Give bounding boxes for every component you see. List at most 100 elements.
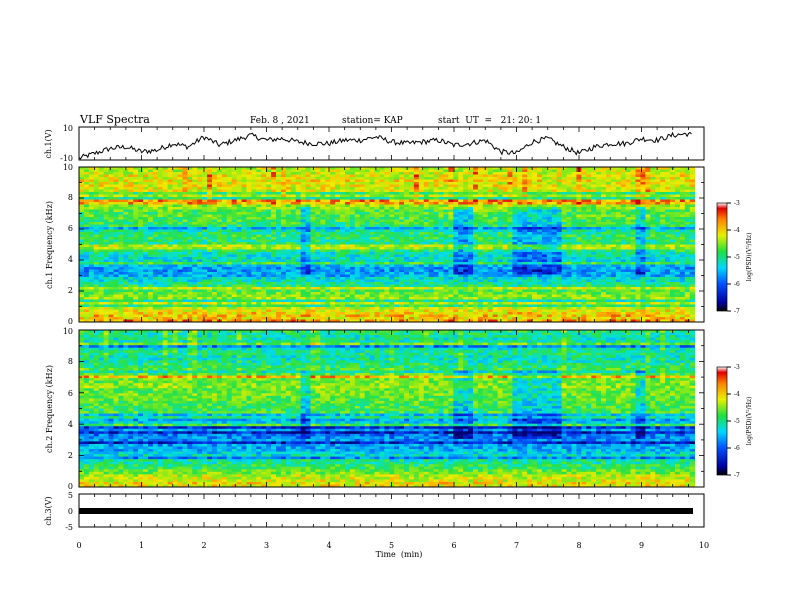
spectrogram-cell	[217, 282, 222, 285]
spectrogram-cell	[360, 180, 365, 183]
spectrogram-cell	[84, 175, 89, 178]
spectrogram-cell	[286, 300, 291, 303]
spectrogram-cell	[271, 287, 276, 290]
spectrogram-cell	[192, 257, 197, 260]
spectrogram-cell	[207, 225, 212, 228]
spectrogram-cell	[109, 205, 114, 208]
spectrogram-cell	[291, 292, 296, 295]
spectrogram-cell	[399, 260, 404, 263]
spectrogram-cell	[414, 230, 419, 233]
spectrogram-cell	[350, 310, 355, 313]
spectrogram-cell	[192, 192, 197, 195]
spectrogram-cell	[182, 177, 187, 180]
spectrogram-cell	[301, 187, 306, 190]
spectrogram-cell	[419, 287, 424, 290]
spectrogram-cell	[404, 255, 409, 258]
spectrogram-cell	[133, 200, 138, 203]
spectrogram-cell	[296, 210, 301, 213]
spectrogram-cell	[458, 277, 463, 280]
spectrogram-cell	[306, 270, 311, 273]
spectrogram-cell	[414, 307, 419, 310]
spectrogram-cell	[320, 227, 325, 230]
spectrogram-cell	[143, 290, 148, 293]
spectrogram-cell	[227, 225, 232, 228]
spectrogram-cell	[242, 315, 247, 318]
spectrogram-cell	[104, 182, 109, 185]
spectrogram-cell	[237, 312, 242, 315]
spectrogram-cell	[202, 312, 207, 315]
spectrogram-cell	[365, 272, 370, 275]
spectrogram-cell	[212, 187, 217, 190]
spectrogram-cell	[463, 222, 468, 225]
spectrogram-cell	[118, 192, 123, 195]
spectrogram-cell	[99, 252, 104, 255]
spectrogram-cell	[414, 275, 419, 278]
spectrogram-cell	[178, 197, 183, 200]
spectrogram-cell	[123, 182, 128, 185]
spectrogram-cell	[99, 292, 104, 295]
spectrogram-cell	[261, 182, 266, 185]
spectrogram-cell	[409, 255, 414, 258]
spectrogram-cell	[261, 240, 266, 243]
spectrogram-cell	[133, 225, 138, 228]
spectrogram-cell	[414, 300, 419, 303]
spectrogram-cell	[345, 177, 350, 180]
spectrogram-cell	[123, 240, 128, 243]
spectrogram-cell	[310, 305, 315, 308]
spectrogram-cell	[153, 207, 158, 210]
spectrogram-cell	[370, 317, 375, 320]
spectrogram-cell	[463, 262, 468, 265]
spectrogram-cell	[128, 262, 133, 265]
spectrogram-cell	[301, 280, 306, 283]
spectrogram-cell	[384, 287, 389, 290]
spectrogram-cell	[123, 210, 128, 213]
spectrogram-cell	[128, 217, 133, 220]
spectrogram-cell	[84, 212, 89, 215]
spectrogram-cell	[133, 182, 138, 185]
spectrogram-cell	[158, 180, 163, 183]
spectrogram-cell	[109, 242, 114, 245]
spectrogram-cell	[89, 302, 94, 305]
spectrogram-cell	[271, 247, 276, 250]
spectrogram-cell	[340, 315, 345, 318]
spectrogram-cell	[94, 257, 99, 260]
spectrogram-cell	[271, 232, 276, 235]
spectrogram-cell	[315, 277, 320, 280]
spectrogram-cell	[242, 190, 247, 193]
spectrogram-cell	[325, 172, 330, 175]
spectrogram-cell	[463, 285, 468, 288]
spectrogram-cell	[384, 310, 389, 313]
spectrogram-cell	[212, 312, 217, 315]
spectrogram-cell	[399, 285, 404, 288]
spectrogram-cell	[261, 285, 266, 288]
spectrogram-cell	[355, 232, 360, 235]
spectrogram-cell	[320, 272, 325, 275]
spectrogram-cell	[370, 260, 375, 263]
spectrogram-cell	[350, 230, 355, 233]
spectrogram-cell	[138, 192, 143, 195]
spectrogram-cell	[310, 265, 315, 268]
spectrogram-cell	[227, 187, 232, 190]
spectrogram-cell	[158, 210, 163, 213]
spectrogram-cell	[266, 225, 271, 228]
spectrogram-cell	[227, 237, 232, 240]
spectrogram-cell	[246, 220, 251, 223]
spectrogram-cell	[443, 222, 448, 225]
spectrogram-cell	[84, 317, 89, 320]
spectrogram-cell	[315, 287, 320, 290]
spectrogram-cell	[281, 255, 286, 258]
spectrogram-cell	[246, 230, 251, 233]
spectrogram-cell	[463, 305, 468, 308]
spectrogram-cell	[256, 252, 261, 255]
spectrogram-cell	[128, 182, 133, 185]
spectrogram-cell	[443, 280, 448, 283]
spectrogram-cell	[256, 175, 261, 178]
spectrogram-cell	[192, 262, 197, 265]
spectrogram-cell	[217, 212, 222, 215]
spectrogram-cell	[301, 177, 306, 180]
spectrogram-cell	[251, 192, 256, 195]
spectrogram-cell	[325, 255, 330, 258]
spectrogram-cell	[414, 290, 419, 293]
spectrogram-cell	[335, 292, 340, 295]
spectrogram-cell	[281, 235, 286, 238]
